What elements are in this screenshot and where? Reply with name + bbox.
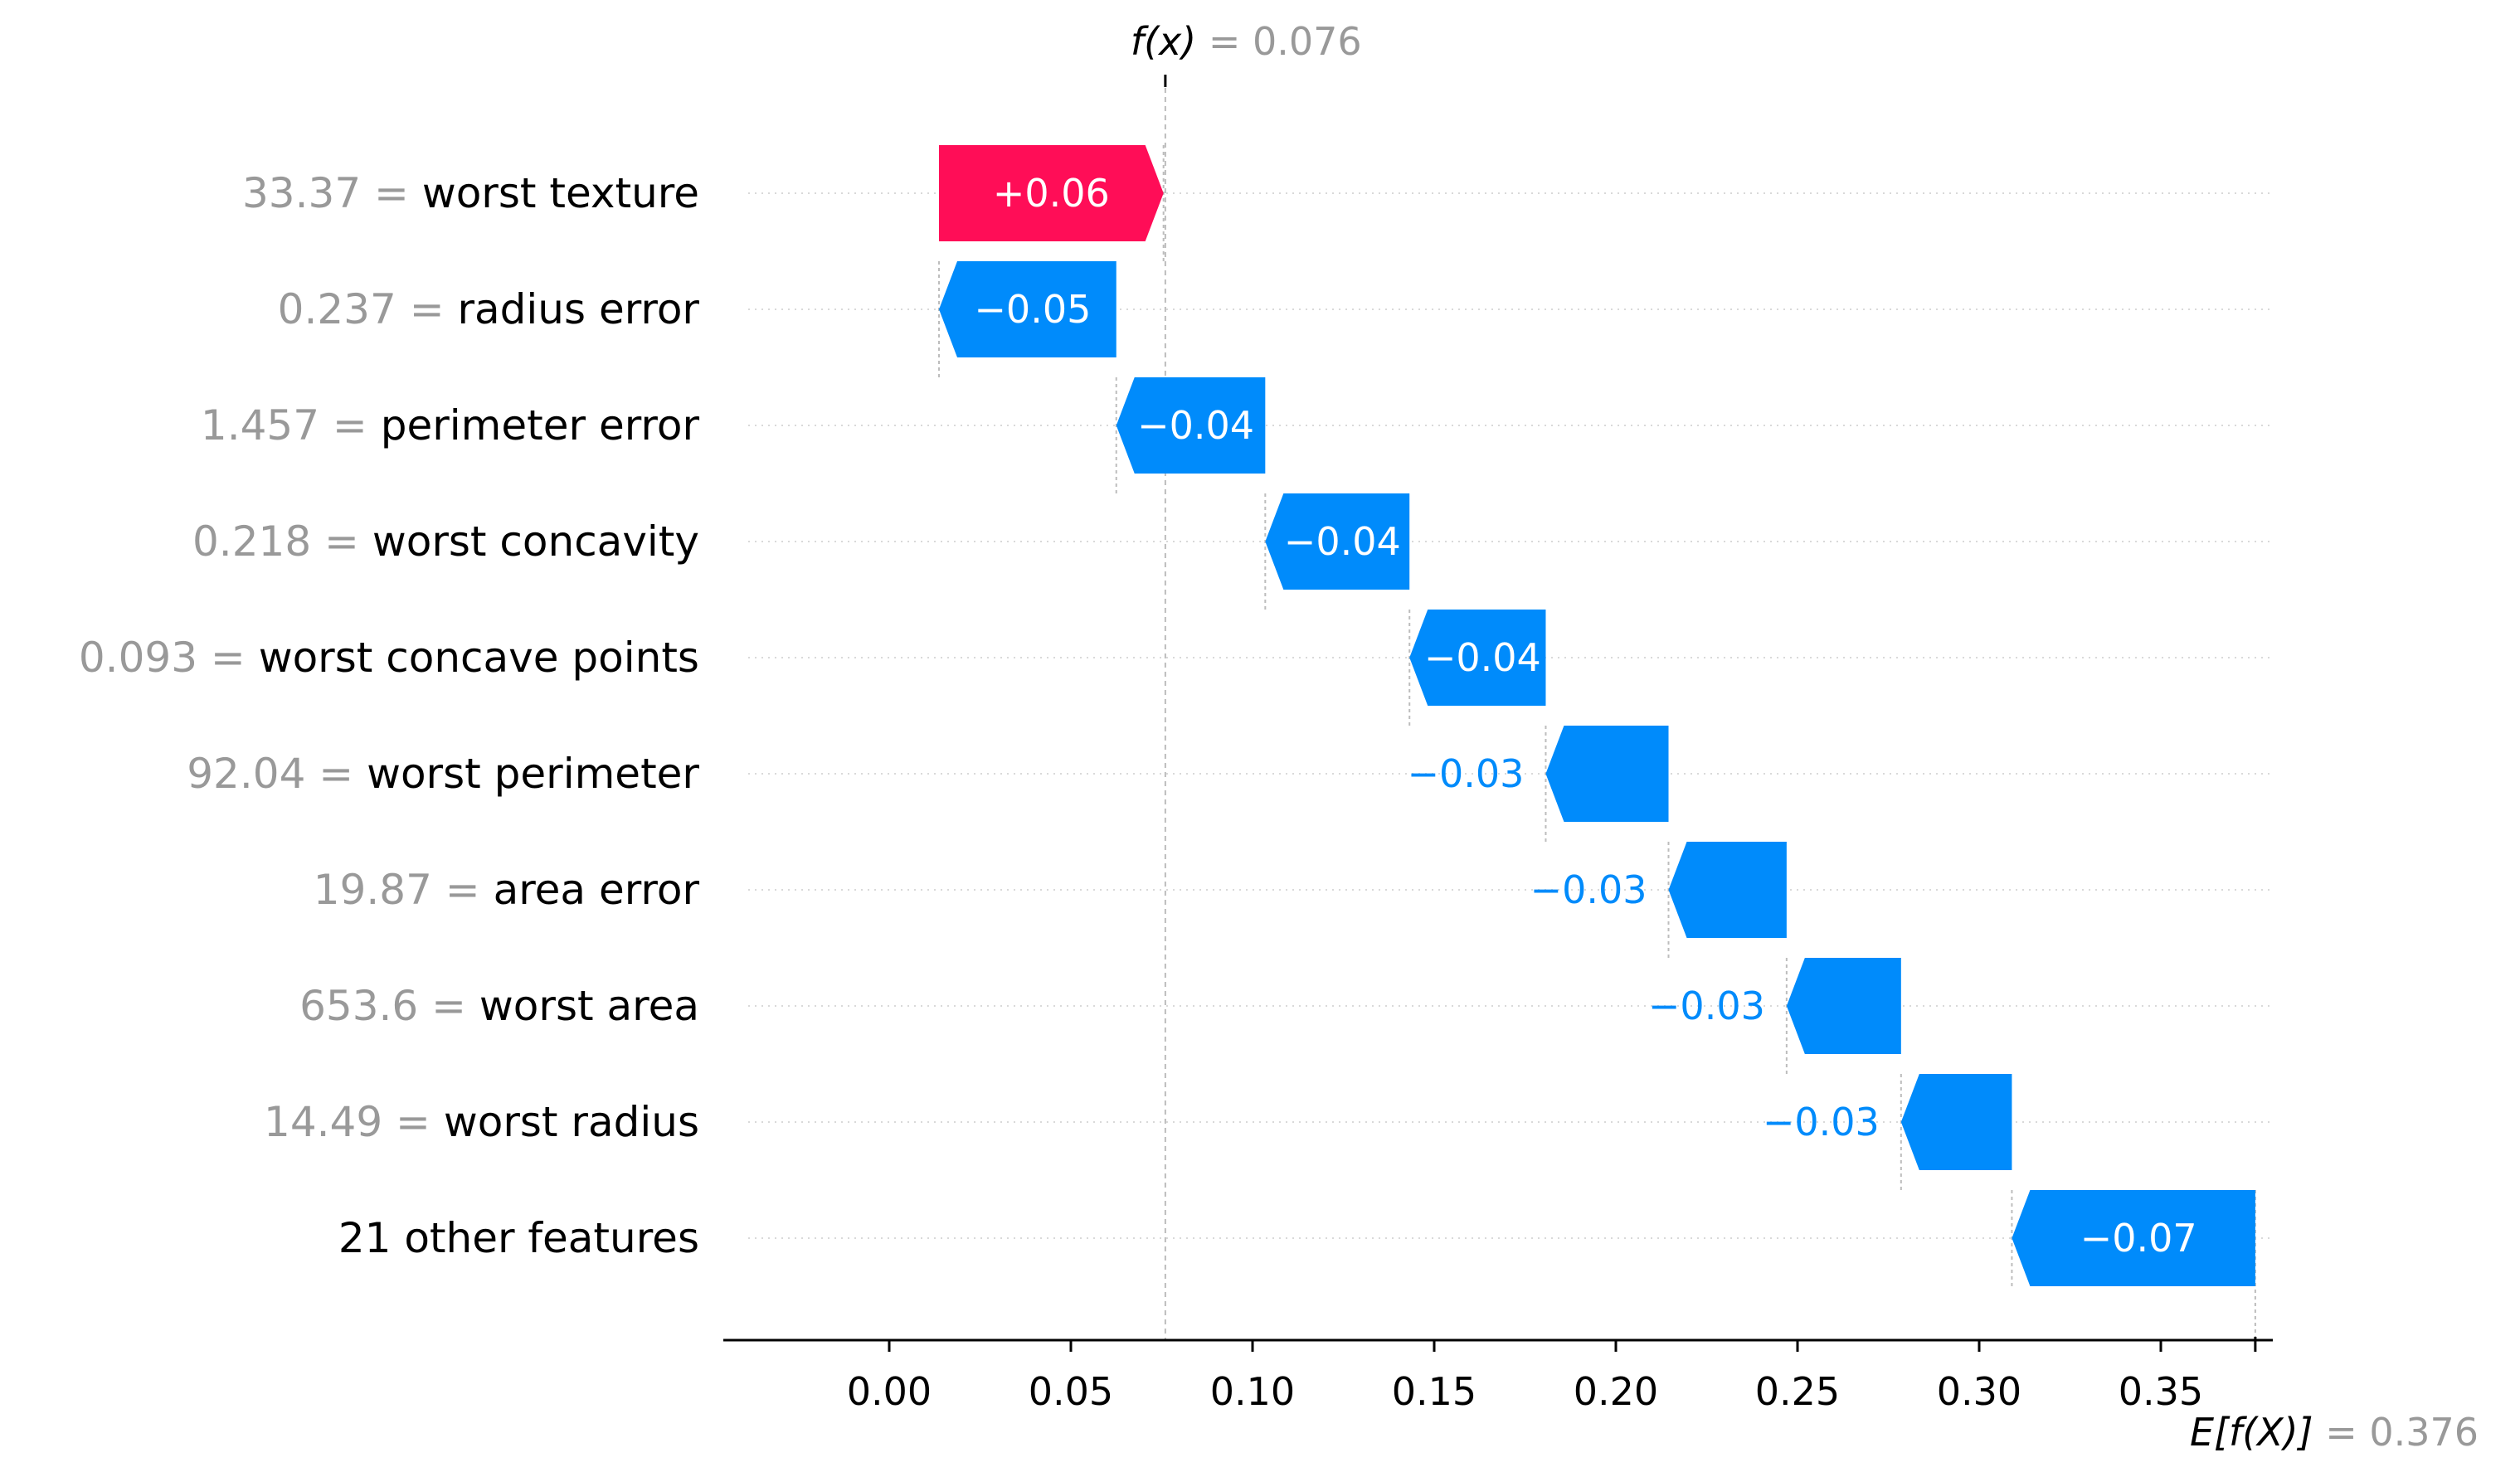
waterfall-bar	[1265, 493, 1410, 590]
bar-value-label: −0.03	[1648, 984, 1765, 1028]
bar-value-label: −0.04	[1424, 635, 1541, 680]
fx-annotation: f(x) = 0.076	[1131, 19, 1362, 64]
x-tick-label: 0.15	[1392, 1369, 1476, 1414]
feature-label: 21 other features	[338, 1214, 699, 1262]
x-tick-label: 0.25	[1755, 1369, 1840, 1414]
bar-value-label: −0.05	[974, 287, 1091, 332]
feature-label: 0.237 = radius error	[278, 285, 700, 333]
waterfall-bar	[939, 145, 1164, 241]
feature-label: 0.093 = worst concave points	[79, 634, 699, 682]
efx-annotation: E[f(X)] = 0.376	[2190, 1410, 2479, 1455]
waterfall-bar	[1668, 842, 1787, 938]
bars: +0.06 −0.05 −0.04 −0.04 −0.04 −0.03 −0.03 −0.03…	[939, 145, 2255, 1286]
annotations: f(x) = 0.076 E[f(X)] = 0.376	[1131, 19, 2479, 1455]
x-tick-label: 0.05	[1029, 1369, 1113, 1414]
x-tick-label: 0.35	[2119, 1369, 2203, 1414]
waterfall-bar	[1900, 1074, 2012, 1170]
waterfall-bar	[1409, 610, 1546, 706]
x-tick-label: 0.20	[1574, 1369, 1658, 1414]
bar-value-label: −0.03	[1530, 867, 1647, 912]
waterfall-bar	[1545, 726, 1669, 822]
feature-label: 1.457 = perimeter error	[201, 401, 700, 449]
feature-label: 92.04 = worst perimeter	[187, 750, 699, 798]
x-tick-label: 0.00	[847, 1369, 932, 1414]
x-tick-label: 0.10	[1210, 1369, 1295, 1414]
bar-value-label: −0.04	[1137, 403, 1254, 448]
x-axis: 0.00 0.05 0.10 0.15 0.20 0.25 0.30 0.35	[723, 1337, 2273, 1414]
feature-labels: 33.37 = worst texture 0.237 = radius erro…	[79, 169, 700, 1262]
bar-value-label: −0.04	[1284, 519, 1401, 564]
bar-value-label: −0.07	[2080, 1216, 2197, 1261]
bar-value-label: −0.03	[1407, 751, 1524, 796]
feature-label: 14.49 = worst radius	[264, 1098, 699, 1146]
bar-value-label: +0.06	[993, 171, 1110, 216]
feature-label: 33.37 = worst texture	[242, 169, 699, 217]
feature-label: 19.87 = area error	[314, 866, 700, 914]
waterfall-bar	[2012, 1190, 2255, 1286]
x-tick-label: 0.30	[1937, 1369, 2021, 1414]
bar-value-label: −0.03	[1763, 1100, 1880, 1144]
waterfall-bar	[1116, 377, 1266, 474]
feature-label: 0.218 = worst concavity	[192, 517, 699, 566]
waterfall-bar	[939, 261, 1116, 357]
waterfall-bar	[1786, 958, 1901, 1054]
feature-label: 653.6 = worst area	[299, 982, 699, 1030]
